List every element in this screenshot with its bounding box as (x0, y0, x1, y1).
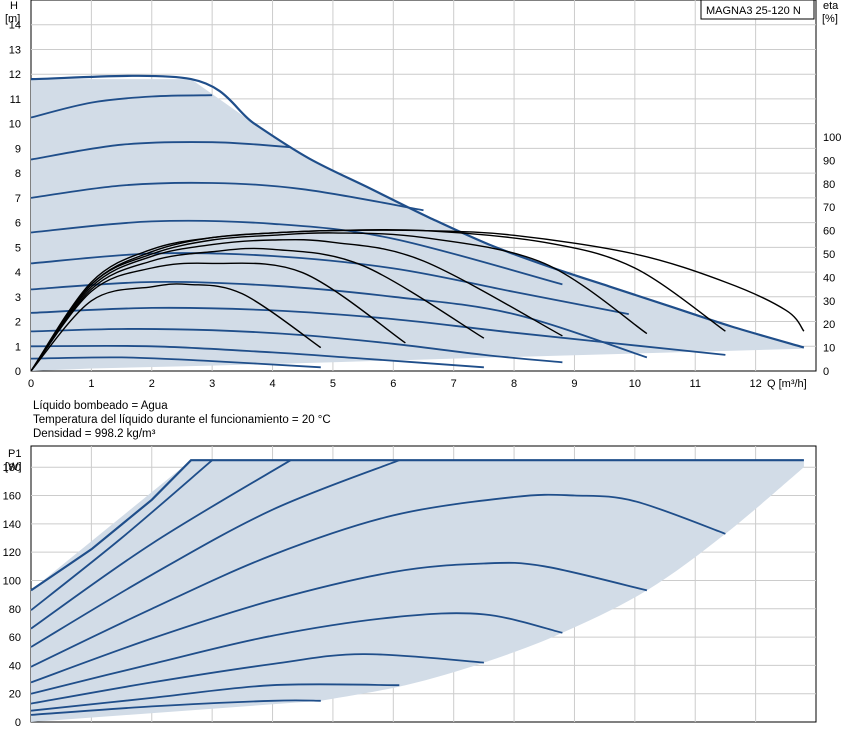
head-curve (30, 181, 424, 212)
efficiency-curves (30, 228, 805, 372)
power-chart: 0 20 40 60 80 100 120 140 160 180 P1 [W] (3, 445, 817, 729)
head-curve (30, 344, 484, 369)
efficiency-tick-label: 10 (823, 343, 835, 355)
power-operating-envelope (31, 460, 804, 722)
head-tick-label: 12 (9, 69, 21, 81)
power-tick-label: 120 (3, 547, 21, 559)
flow-tick-label: 10 (629, 378, 641, 390)
power-chart-frame (30, 445, 817, 723)
flow-axis-ticks: 0 1 2 3 4 5 6 7 8 9 10 11 12 (28, 378, 762, 390)
head-tick-label: 3 (15, 292, 21, 304)
model-label-box (700, 0, 815, 20)
efficiency-tick-label: 70 (823, 202, 835, 214)
efficiency-curve (30, 283, 322, 372)
flow-tick-label: 6 (390, 378, 396, 390)
head-tick-label: 0 (15, 366, 21, 378)
flow-tick-label: 1 (88, 378, 94, 390)
head-tick-label: 13 (9, 44, 21, 56)
head-tick-label: 2 (15, 317, 21, 329)
head-curve (30, 356, 321, 369)
head-operating-envelope (31, 79, 804, 371)
power-tick-label: 140 (3, 519, 21, 531)
flow-tick-label: 4 (269, 378, 275, 390)
efficiency-tick-label: 100 (823, 132, 841, 144)
efficiency-curve (30, 238, 563, 372)
power-curves (30, 459, 804, 716)
power-tick-label: 100 (3, 575, 21, 587)
head-tick-label: 10 (9, 119, 21, 131)
head-curve (30, 219, 563, 286)
head-axis-label: H (10, 0, 18, 12)
head-tick-label: 11 (10, 94, 21, 106)
flow-tick-label: 0 (28, 378, 34, 390)
power-tick-label: 0 (15, 717, 21, 729)
efficiency-tick-label: 30 (823, 296, 835, 308)
power-curve (30, 612, 563, 695)
head-axis-unit: [m] (5, 13, 20, 25)
efficiency-axis-unit: [%] (822, 13, 838, 25)
flow-tick-label: 8 (511, 378, 517, 390)
power-curve (30, 561, 648, 684)
power-curve (30, 459, 213, 611)
power-curve (30, 459, 804, 592)
efficiency-tick-label: 20 (823, 319, 835, 331)
power-curve (30, 653, 484, 705)
head-tick-label: 4 (15, 267, 21, 279)
power-axis-label: P1 (8, 448, 21, 460)
flow-tick-label: 7 (451, 378, 457, 390)
efficiency-curve (30, 247, 485, 372)
fluid-info-line: Líquido bombeado = Agua (33, 400, 168, 412)
efficiency-curve (30, 262, 406, 372)
head-curves (30, 74, 805, 369)
head-tick-label: 6 (15, 218, 21, 230)
power-axis-unit: [W] (5, 461, 22, 473)
power-axis-ticks: 0 20 40 60 80 100 120 140 160 180 (3, 462, 21, 729)
flow-tick-label: 12 (749, 378, 761, 390)
power-tick-label: 40 (9, 660, 21, 672)
head-tick-label: 8 (15, 168, 21, 180)
head-curve (30, 252, 629, 315)
head-curve (30, 141, 291, 161)
head-max-curve (30, 74, 805, 349)
model-label: MAGNA3 25-120 N (706, 5, 801, 17)
efficiency-tick-label: 0 (823, 366, 829, 378)
power-curve (30, 683, 400, 712)
flow-tick-label: 5 (330, 378, 336, 390)
power-curve (30, 459, 400, 648)
efficiency-axis-ticks: 0 10 20 30 40 50 60 70 80 90 100 (823, 132, 841, 378)
flow-axis-label: Q [m³/h] (767, 378, 807, 390)
head-curve (30, 94, 213, 119)
power-curve (30, 459, 292, 630)
efficiency-tick-label: 40 (823, 272, 835, 284)
flow-tick-label: 2 (149, 378, 155, 390)
density-info-line: Densidad = 998.2 kg/m³ (33, 428, 156, 440)
power-tick-label: 20 (9, 689, 21, 701)
power-tick-label: 160 (3, 491, 21, 503)
head-tick-label: 5 (15, 242, 21, 254)
power-tick-label: 180 (3, 462, 21, 474)
power-tick-label: 60 (9, 632, 21, 644)
power-curve (30, 493, 726, 668)
head-tick-label: 9 (15, 143, 21, 155)
head-tick-label: 14 (9, 20, 21, 32)
efficiency-tick-label: 90 (823, 155, 835, 167)
head-tick-label: 7 (15, 193, 21, 205)
head-tick-label: 1 (15, 341, 21, 353)
flow-tick-label: 9 (571, 378, 577, 390)
head-curve (30, 306, 726, 356)
efficiency-tick-label: 50 (823, 249, 835, 261)
temperature-info-line: Temperatura del líquido durante el funci… (33, 414, 331, 426)
power-tick-label: 80 (9, 604, 21, 616)
power-curve (30, 699, 321, 716)
efficiency-curve (30, 229, 805, 372)
efficiency-tick-label: 80 (823, 179, 835, 191)
efficiency-axis-label: eta (823, 0, 839, 12)
flow-tick-label: 11 (690, 378, 701, 390)
flow-tick-label: 3 (209, 378, 215, 390)
efficiency-tick-label: 60 (823, 226, 835, 238)
